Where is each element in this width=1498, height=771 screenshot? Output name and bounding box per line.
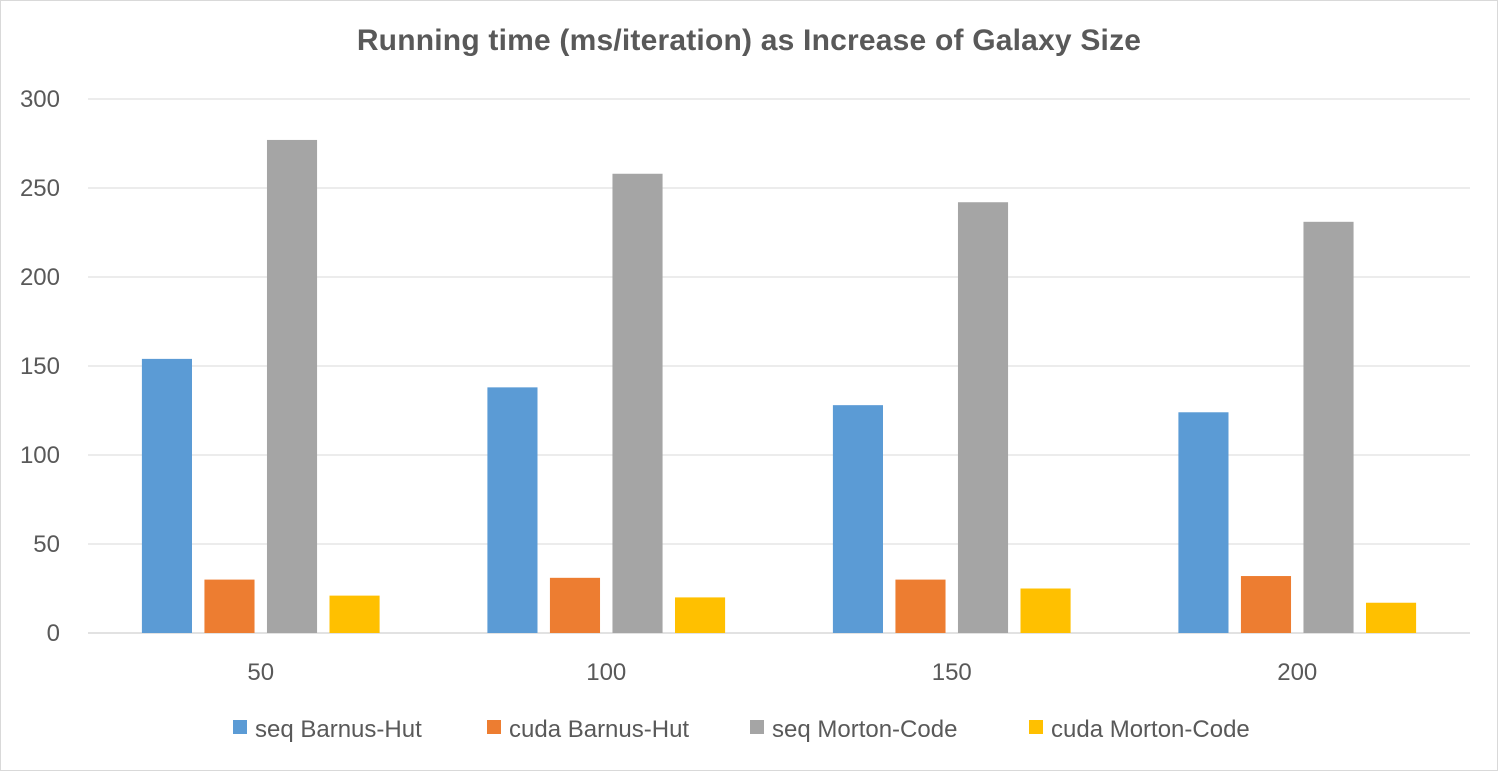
y-tick-label: 200 (20, 264, 60, 291)
bar-cuda-morton-code-50 (329, 595, 380, 633)
x-axis-category-labels: 50 100 150 200 (247, 659, 1317, 686)
legend-swatch (1029, 720, 1043, 734)
bar-cuda-barnus-hut-100 (549, 577, 601, 633)
y-tick-label: 300 (20, 86, 60, 113)
bar-cuda-morton-code-100 (675, 597, 726, 633)
bar-seq-barnus-hut-200 (1178, 412, 1229, 633)
bar-seq-morton-code-150 (957, 202, 1009, 634)
y-tick-label: 250 (20, 175, 60, 202)
legend: seq Barnus-Hut cuda Barnus-Hut seq Morton-… (233, 716, 1250, 743)
y-axis-tick-labels: 0 50 100 150 200 250 300 (20, 86, 60, 647)
y-tick-label: 0 (47, 620, 60, 647)
x-category-label: 100 (586, 659, 626, 686)
bar-seq-barnus-hut-150 (832, 405, 883, 633)
legend-swatch (750, 720, 764, 734)
bar-seq-morton-code-200 (1303, 221, 1354, 633)
bar-seq-barnus-hut-50 (141, 358, 192, 633)
bar-cuda-barnus-hut-200 (1240, 576, 1292, 633)
bar-seq-morton-code-100 (612, 173, 663, 633)
x-category-label: 200 (1277, 659, 1317, 686)
legend-swatch (233, 720, 247, 734)
y-tick-label: 100 (20, 442, 60, 469)
bar-cuda-morton-code-200 (1366, 602, 1417, 633)
bar-cuda-morton-code-150 (1020, 588, 1071, 633)
legend-label: cuda Morton-Code (1051, 716, 1250, 743)
legend-label: seq Barnus-Hut (255, 716, 422, 743)
bar-seq-morton-code-50 (266, 139, 318, 633)
bar-cuda-barnus-hut-50 (204, 579, 255, 633)
bar-cuda-barnus-hut-150 (895, 579, 946, 633)
legend-label: seq Morton-Code (772, 716, 957, 743)
gridlines (88, 98, 1470, 634)
x-category-label: 150 (932, 659, 972, 686)
legend-label: cuda Barnus-Hut (509, 716, 689, 743)
chart-title: Running time (ms/iteration) as Increase … (356, 24, 1142, 57)
bars (141, 139, 1417, 634)
y-tick-label: 50 (33, 531, 60, 558)
bar-seq-barnus-hut-100 (487, 387, 538, 633)
legend-swatch (487, 720, 501, 734)
x-category-label: 50 (247, 659, 274, 686)
y-tick-label: 150 (20, 353, 60, 380)
